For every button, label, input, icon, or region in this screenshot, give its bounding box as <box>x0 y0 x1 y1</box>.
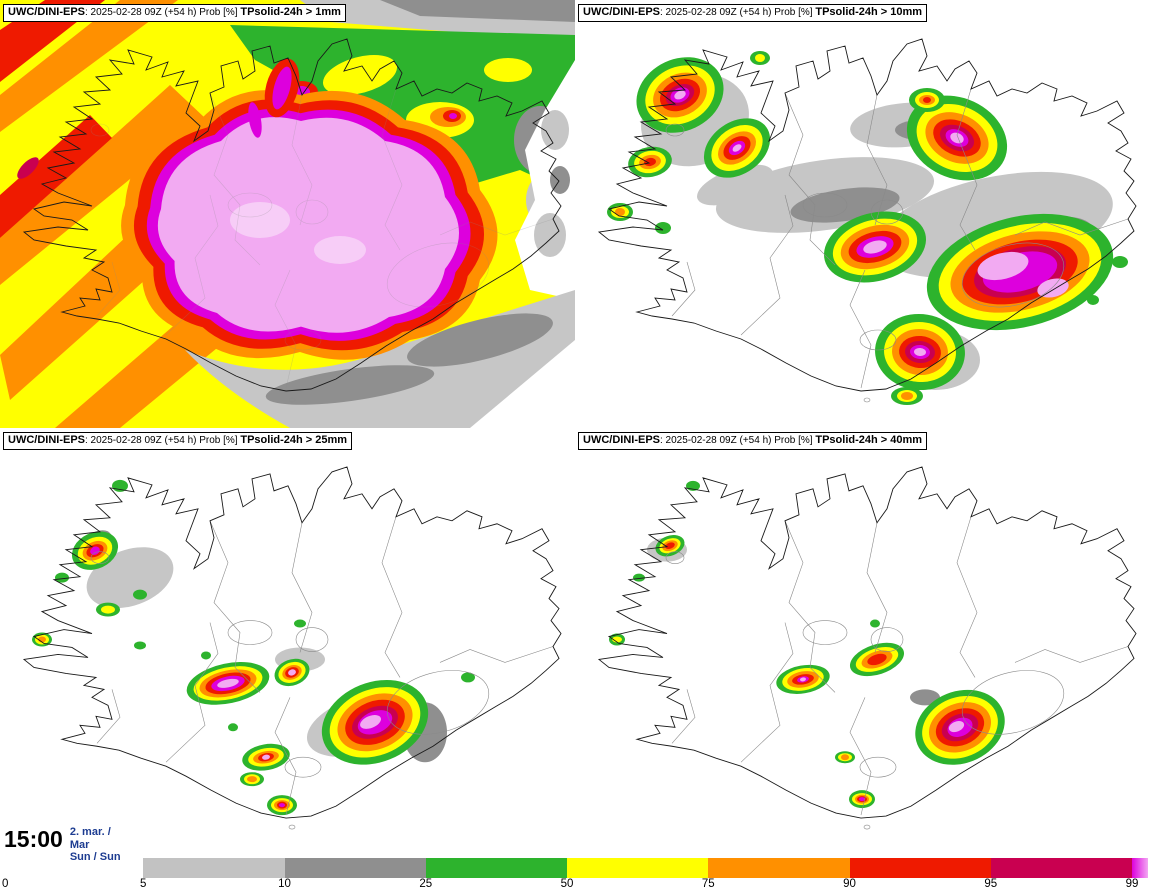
product-name: UWC/DINI-EPS <box>583 6 660 18</box>
threshold-label: TPsolid-24h > 25mm <box>240 434 348 446</box>
prob-dots-east <box>1087 256 1128 305</box>
prob-dot-west-coast <box>609 633 625 646</box>
prob-cluster-central <box>849 642 905 677</box>
panel-title-1mm: UWC/DINI-EPS: 2025-02-28 09Z (+54 h) Pro… <box>3 4 346 22</box>
prob-cluster-south <box>875 313 965 391</box>
prob-cluster-central-small <box>274 658 310 687</box>
date-line-1: 2. mar. / <box>69 826 111 838</box>
prob-cluster-central-west <box>776 664 830 694</box>
prob-cluster-westfjords-c <box>628 146 672 178</box>
map-panel-tpsolid-40mm: UWC/DINI-EPS: 2025-02-28 09Z (+54 h) Pro… <box>575 428 1150 855</box>
prob-dot-west-coast <box>32 632 146 650</box>
prob-dot-south-b <box>240 772 264 787</box>
probability-map-10mm <box>598 38 1137 405</box>
product-name: UWC/DINI-EPS <box>583 434 660 446</box>
prob-cluster-southeast <box>915 689 1005 765</box>
prob-cluster-southeast <box>321 679 429 765</box>
prob-dots-misc <box>870 619 880 628</box>
map-panel-tpsolid-1mm: UWC/DINI-EPS: 2025-02-28 09Z (+54 h) Pro… <box>0 0 575 428</box>
colorbar-tick: 75 <box>701 878 715 890</box>
colorbar-tick-labels: 0 5 10 25 50 75 90 95 99 <box>2 878 1138 891</box>
date-line-2: Mar <box>69 838 90 851</box>
prob-cluster-south-small <box>242 743 290 771</box>
map-panel-tpsolid-10mm: UWC/DINI-EPS: 2025-02-28 09Z (+54 h) Pro… <box>575 0 1150 428</box>
time-label: 15:00 <box>4 826 63 852</box>
prob-dots-westfjords <box>633 480 700 582</box>
threshold-label: TPsolid-24h > 40mm <box>815 434 923 446</box>
colorbar-tick: 95 <box>984 878 998 890</box>
panel-title-40mm: UWC/DINI-EPS: 2025-02-28 09Z (+54 h) Pro… <box>578 432 928 450</box>
product-name: UWC/DINI-EPS <box>8 434 85 446</box>
footer-bar: 15:00 2. mar. / Mar Sun / Sun 0 5 10 25 50 75… <box>0 824 1150 891</box>
north-gray-band <box>300 0 575 42</box>
prob-cluster-south-coast <box>267 795 297 816</box>
colorbar-segment-50-75 <box>567 858 709 878</box>
run-info: : 2025-02-28 09Z (+54 h) Prob [%] <box>85 435 241 446</box>
south-gray-wedge <box>185 290 575 428</box>
date-line-3: Sun / Sun <box>69 851 121 863</box>
probability-colorbar <box>2 858 1148 878</box>
product-name: UWC/DINI-EPS <box>8 6 85 18</box>
prob-cluster-central-west <box>186 662 270 705</box>
prob-dot-west-coast <box>607 203 671 234</box>
threshold-label: TPsolid-24h > 10mm <box>815 6 923 18</box>
prob-dots-misc <box>201 619 475 732</box>
map-panel-tpsolid-25mm: UWC/DINI-EPS: 2025-02-28 09Z (+54 h) Pro… <box>0 428 575 855</box>
colorbar-segment-5-10 <box>143 858 285 878</box>
colorbar-segment-95-99 <box>990 858 1132 878</box>
colorbar-tick: 25 <box>419 878 433 890</box>
run-info: : 2025-02-28 09Z (+54 h) Prob [%] <box>660 435 816 446</box>
colorbar-tick: 99 <box>1125 878 1139 890</box>
colorbar-tick: 5 <box>140 878 147 890</box>
prob-dot-south-coast <box>891 387 923 405</box>
prob-dot-north-westfjords <box>750 51 770 65</box>
colorbar-endcap <box>1132 858 1148 878</box>
prob-cluster-westfjords-b <box>703 118 771 178</box>
prob-cluster-westfjords <box>655 535 685 557</box>
prob-cluster-westfjords-a <box>636 57 724 133</box>
threshold-label: TPsolid-24h > 1mm <box>240 6 341 18</box>
panel-title-25mm: UWC/DINI-EPS: 2025-02-28 09Z (+54 h) Pro… <box>3 432 353 450</box>
timestamp-block: 15:00 2. mar. / Mar Sun / Sun <box>2 824 129 866</box>
central-high-probability-mass <box>121 58 498 360</box>
prob-cluster-central <box>824 211 926 283</box>
east-white-region <box>515 60 575 300</box>
colorbar-tick: 10 <box>278 878 291 890</box>
colorbar-segment-10-25 <box>284 858 426 878</box>
colorbar-segment-75-90 <box>708 858 850 878</box>
panel-title-10mm: UWC/DINI-EPS: 2025-02-28 09Z (+54 h) Pro… <box>578 4 928 22</box>
map-grid: UWC/DINI-EPS: 2025-02-28 09Z (+54 h) Pro… <box>0 0 1150 855</box>
run-info: : 2025-02-28 09Z (+54 h) Prob [%] <box>660 7 816 18</box>
colorbar-tick: 50 <box>560 878 574 890</box>
colorbar-segment-90-95 <box>849 858 991 878</box>
interior-boundaries <box>665 516 1129 830</box>
run-info: : 2025-02-28 09Z (+54 h) Prob [%] <box>85 7 241 18</box>
prob-cluster-south-coast <box>849 790 875 809</box>
probability-map-1mm <box>0 0 575 428</box>
probability-map-25mm <box>23 466 562 830</box>
colorbar-tick: 90 <box>843 878 856 890</box>
probability-map-40mm <box>598 466 1137 830</box>
prob-cluster-north-central <box>906 88 1008 181</box>
date-block: 2. mar. / Mar Sun / Sun <box>70 826 121 864</box>
prob-dot-south <box>835 751 855 764</box>
colorbar-segment-25-50 <box>425 858 567 878</box>
colorbar-tick: 0 <box>2 878 9 890</box>
